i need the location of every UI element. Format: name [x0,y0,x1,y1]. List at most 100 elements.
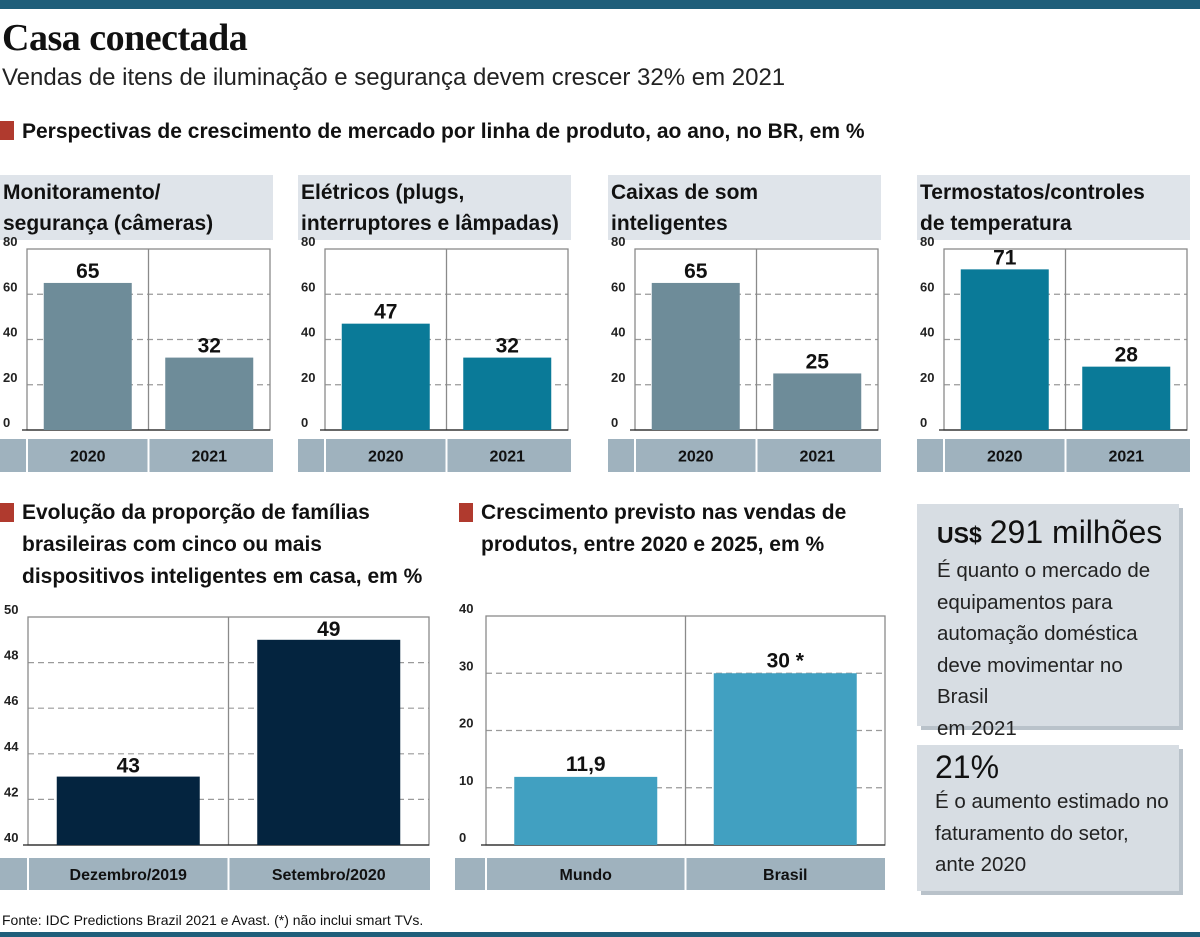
category-label: 2020 [987,449,1023,466]
y-tick-label: 50 [4,602,18,617]
bar-value-label: 49 [317,618,340,641]
section-marker-icon [0,503,14,522]
bar-value-label: 30 * [767,649,805,672]
bar-chart-familias: 40 42 44 46 48 50 43 Dezembro/2019 49 Setembro/20… [0,602,430,890]
section2-heading-line: Evolução da proporção de famílias [22,501,370,524]
bar-value-label: 11,9 [566,753,606,776]
y-tick-label: 20 [459,716,473,731]
info-box-mercado: US$ 291 milhões É quanto o mercado de equ… [917,504,1179,740]
info-text: É o aumento estimado no faturamento do s… [935,786,1179,881]
info-text-line: ante 2020 [935,853,1027,876]
bottom-rule [0,932,1200,937]
bar [960,269,1049,430]
bar [463,357,552,430]
section2-heading-line: brasileiras com cinco ou mais [22,533,322,556]
y-tick-label: 0 [920,415,927,430]
top-rule [0,0,1200,9]
y-tick-label: 60 [920,279,934,294]
category-label: Dezembro/2019 [70,867,187,884]
bar [651,282,740,430]
panel-title-line: de temperatura [920,212,1072,235]
info-text-line: É quanto o mercado de [937,559,1151,582]
y-tick-label: 40 [611,325,625,340]
y-tick-label: 20 [3,370,17,385]
bar-value-label: 65 [684,260,708,283]
panel-title-line: Caixas de som [611,181,759,204]
category-strip [917,439,1190,472]
bar-value-label: 47 [374,301,397,324]
panel-title: Termostatos/controles de temperatura [917,175,1190,240]
page-subtitle: Vendas de itens de iluminação e seguranç… [2,64,786,91]
info-text: É quanto o mercado de equipamentos para … [937,555,1179,744]
bar-value-label: 25 [806,350,830,373]
category-label: Mundo [560,867,613,884]
panel-crescimento: 0 10 20 30 40 11,9 Mundo 30 * Brasil [455,600,887,892]
section3-heading: Crescimento previsto nas vendas de produ… [459,497,879,561]
panel-title: Monitoramento/ segurança (câmeras) [0,175,273,240]
y-tick-label: 42 [4,784,18,799]
panel-title-line: inteligentes [611,212,728,235]
bar-value-label: 43 [117,755,140,778]
panel-title-line: interruptores e lâmpadas) [301,212,559,235]
y-tick-label: 80 [3,234,17,249]
bar [514,776,658,845]
info-text-line: em 2021 [937,716,1017,740]
y-tick-label: 48 [4,648,18,663]
y-tick-label: 30 [459,658,473,673]
category-label: 2021 [191,449,227,466]
panel-title-line: Monitoramento/ [3,181,161,204]
category-label: 2020 [70,449,106,466]
panel-familias: 40 42 44 46 48 50 43 Dezembro/2019 49 Setembro/20… [0,600,430,892]
category-label: 2020 [678,449,714,466]
category-strip [298,439,571,472]
bar [713,673,857,845]
bar-value-label: 28 [1115,344,1139,367]
y-tick-label: 20 [301,370,315,385]
section1-heading: Perspectivas de crescimento de mercado p… [0,116,865,148]
bar-chart-eletricos: 0 20 40 60 80 47 2020 32 2021 [298,234,571,472]
y-tick-label: 40 [4,830,18,845]
category-label: 2021 [489,449,525,466]
y-tick-label: 0 [3,415,10,430]
panel-title-line: Elétricos (plugs, [301,181,465,204]
bar [257,639,401,845]
info-value: 21% [935,749,1000,785]
y-tick-label: 60 [3,279,17,294]
category-strip [0,439,273,472]
category-strip [0,858,430,890]
y-tick-label: 80 [301,234,315,249]
y-tick-label: 0 [611,415,618,430]
panel-eletricos: Elétricos (plugs, interruptores e lâmpad… [298,175,571,472]
page-title: Casa conectada [2,17,248,59]
y-tick-label: 40 [301,325,315,340]
y-tick-label: 40 [3,325,17,340]
category-strip [608,439,881,472]
bar [165,357,254,430]
info-headline: US$ 291 milhões [937,514,1179,551]
panel-monitoramento: Monitoramento/ segurança (câmeras) 0 20 40… [0,175,273,472]
y-tick-label: 40 [920,325,934,340]
bar [773,373,862,430]
y-tick-label: 10 [459,773,473,788]
y-tick-label: 80 [920,234,934,249]
section2-heading-line: dispositivos inteligentes em casa, em % [22,565,423,588]
currency-prefix: US$ [937,522,982,548]
panel-title-line: segurança (câmeras) [3,212,214,235]
y-tick-label: 20 [611,370,625,385]
section-marker-icon [0,121,14,140]
category-label: 2021 [1108,449,1144,466]
y-tick-label: 40 [459,601,473,616]
y-tick-label: 20 [920,370,934,385]
section3-heading-line: Crescimento previsto nas vendas de [481,501,847,524]
info-text-line: automação doméstica [937,622,1138,645]
bar-value-label: 65 [76,260,100,283]
info-text-line: equipamentos para [937,590,1113,614]
bar-chart-crescimento: 0 10 20 30 40 11,9 Mundo 30 * Brasil [455,601,886,890]
panel-title: Caixas de som inteligentes [608,175,881,240]
bar-value-label: 32 [198,335,221,358]
panel-title: Elétricos (plugs, interruptores e lâmpad… [298,175,571,240]
bar-value-label: 32 [496,335,519,358]
panel-termostatos: Termostatos/controles de temperatura 0 20… [917,175,1190,472]
bar-value-label: 71 [993,246,1017,269]
section-marker-icon [459,503,473,522]
